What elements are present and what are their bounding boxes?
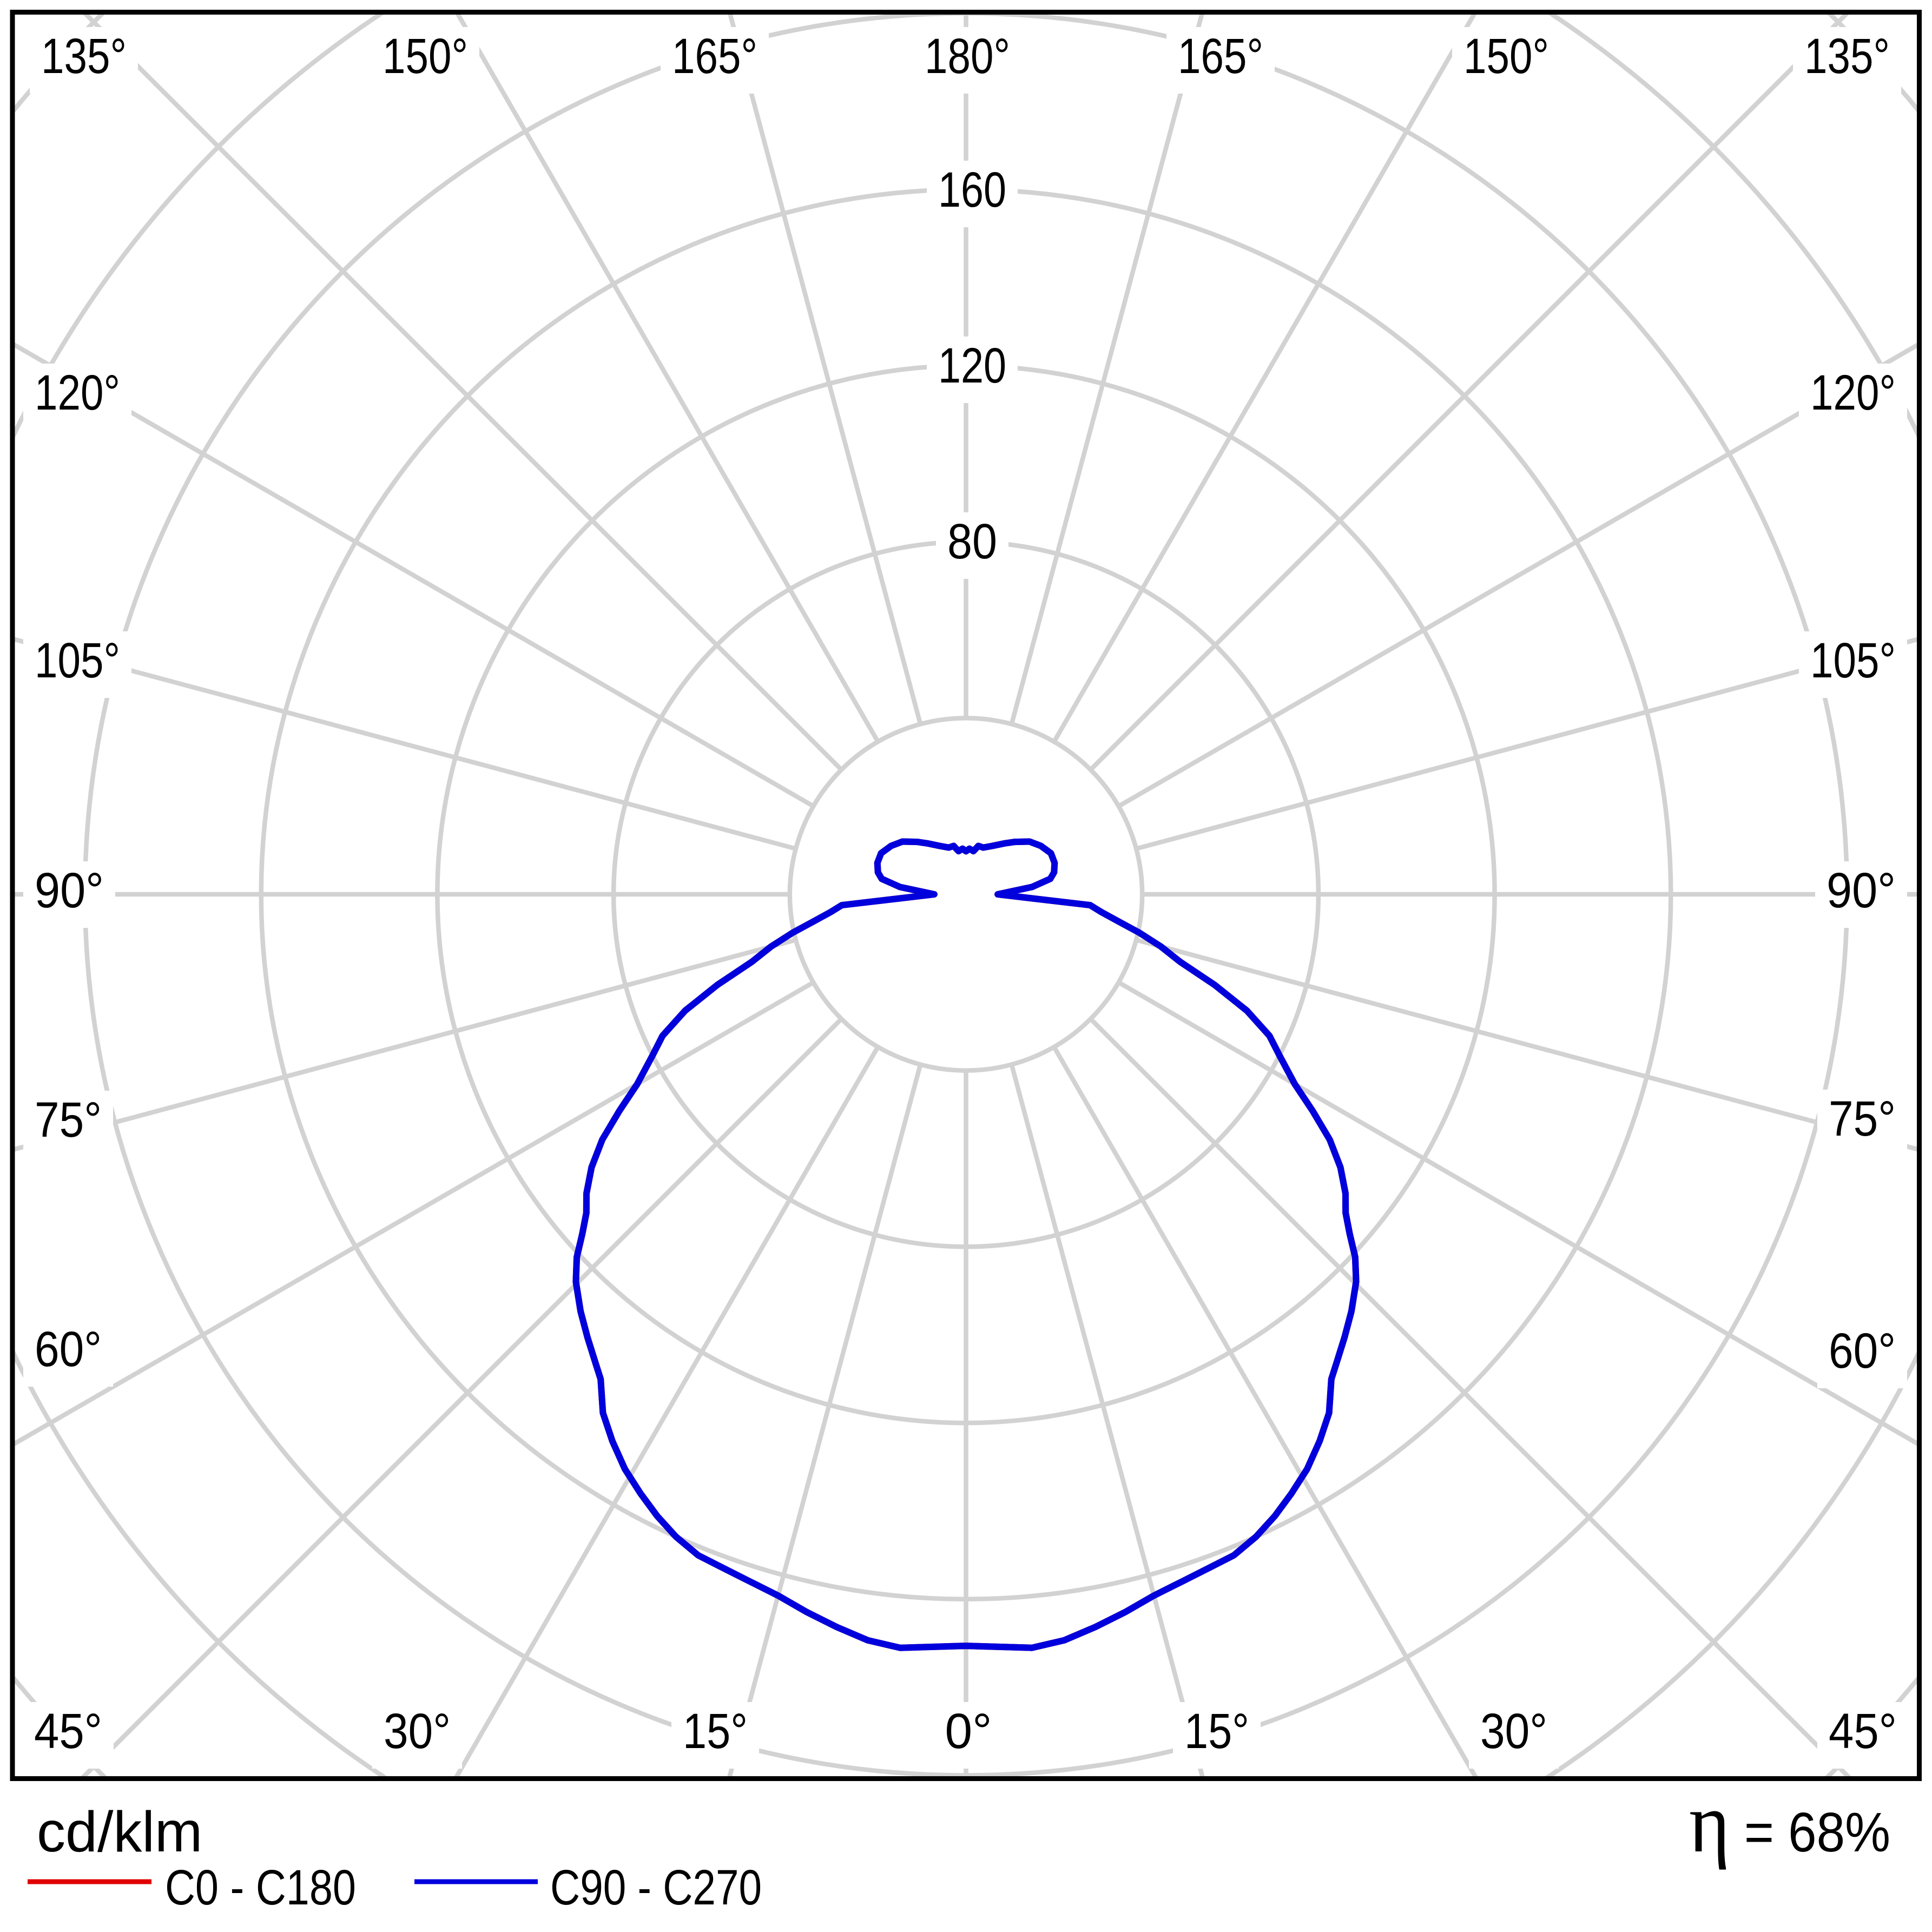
svg-text:120°: 120° <box>1810 365 1896 420</box>
svg-text:120°: 120° <box>35 365 120 420</box>
svg-text:75°: 75° <box>35 1092 102 1148</box>
svg-text:120: 120 <box>938 338 1006 393</box>
svg-text:90°: 90° <box>35 863 104 918</box>
svg-text:80: 80 <box>947 514 997 569</box>
svg-text:60°: 60° <box>35 1322 102 1377</box>
svg-text:30°: 30° <box>1480 1704 1547 1759</box>
svg-text:C0 - C180: C0 - C180 <box>165 1860 356 1915</box>
svg-text:C90 - C270: C90 - C270 <box>550 1860 762 1915</box>
svg-text:160: 160 <box>938 162 1006 217</box>
svg-text:75°: 75° <box>1829 1091 1896 1146</box>
svg-text:150°: 150° <box>383 29 468 84</box>
svg-text:180°: 180° <box>925 29 1010 84</box>
svg-text:90°: 90° <box>1827 863 1896 918</box>
svg-text:105°: 105° <box>1810 633 1896 688</box>
svg-text:150°: 150° <box>1463 29 1549 84</box>
svg-text:15°: 15° <box>683 1704 748 1759</box>
svg-text:105°: 105° <box>35 633 120 688</box>
svg-text:15°: 15° <box>1184 1704 1249 1759</box>
svg-text:cd/klm: cd/klm <box>37 1800 202 1864</box>
svg-text:45°: 45° <box>1829 1704 1897 1759</box>
svg-text:165°: 165° <box>1178 29 1263 84</box>
svg-text:30°: 30° <box>384 1704 451 1759</box>
svg-text:0°: 0° <box>945 1704 992 1759</box>
svg-text:135°: 135° <box>1804 29 1890 84</box>
svg-text:45°: 45° <box>34 1704 102 1759</box>
svg-text:135°: 135° <box>41 29 127 84</box>
svg-text:60°: 60° <box>1829 1323 1896 1379</box>
svg-text:165°: 165° <box>672 29 757 84</box>
